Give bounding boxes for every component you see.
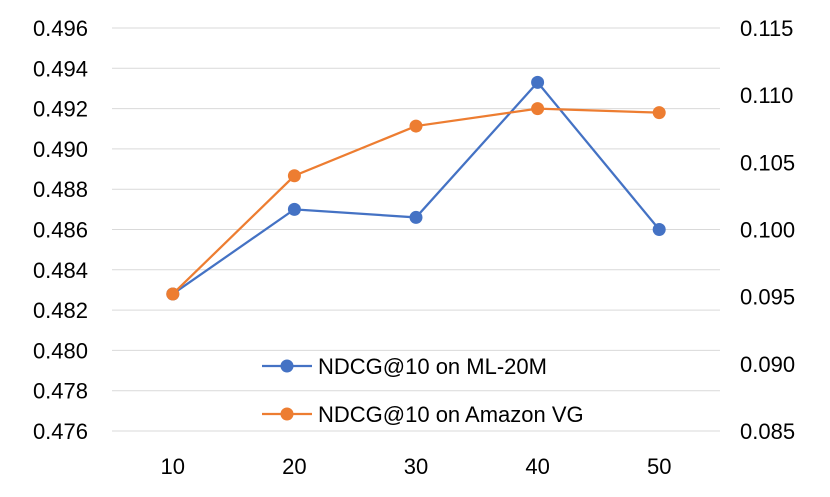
y-right-tick-label: 0.090 <box>740 352 795 377</box>
legend-label: NDCG@10 on ML-20M <box>318 354 547 379</box>
x-tick-label: 40 <box>525 454 549 479</box>
y-axis-left: 0.476 0.478 0.480 0.482 0.484 0.486 0.488 0.490… <box>33 16 88 444</box>
legend: NDCG@10 on ML-20M NDCG@10 on Amazon VG <box>262 354 584 427</box>
x-tick-label: 50 <box>647 454 671 479</box>
y-axis-right: 0.085 0.090 0.095 0.100 0.105 0.110 0.115 <box>740 16 795 444</box>
y-left-tick-label: 0.488 <box>33 177 88 202</box>
legend-entry-2: NDCG@10 on Amazon VG <box>262 402 584 427</box>
x-tick-label: 20 <box>282 454 306 479</box>
data-point <box>531 102 545 116</box>
data-point <box>166 287 180 301</box>
y-left-tick-label: 0.480 <box>33 338 88 363</box>
y-left-tick-label: 0.494 <box>33 56 88 81</box>
x-axis: 10 20 30 40 50 <box>161 454 672 479</box>
legend-marker <box>280 359 294 373</box>
legend-marker <box>280 407 294 421</box>
y-left-tick-label: 0.492 <box>33 97 88 122</box>
series-line-1 <box>172 80 661 295</box>
data-point <box>652 223 666 236</box>
series-line-2 <box>172 107 660 295</box>
legend-label: NDCG@10 on Amazon VG <box>318 402 584 427</box>
y-left-tick-label: 0.478 <box>33 379 88 404</box>
y-right-tick-label: 0.110 <box>740 83 793 108</box>
y-left-tick-label: 0.476 <box>33 419 88 444</box>
y-right-tick-label: 0.100 <box>740 218 795 243</box>
y-right-tick-label: 0.105 <box>740 150 795 175</box>
gridlines <box>112 27 720 432</box>
data-point <box>531 75 545 89</box>
y-left-tick-label: 0.490 <box>33 137 88 162</box>
y-left-tick-label: 0.496 <box>33 16 88 41</box>
legend-entry-1: NDCG@10 on ML-20M <box>262 354 547 379</box>
data-point <box>409 210 423 224</box>
y-left-tick-label: 0.484 <box>33 258 88 283</box>
data-point <box>652 106 666 120</box>
y-left-tick-label: 0.486 <box>33 218 88 243</box>
data-point <box>287 169 301 183</box>
x-tick-label: 30 <box>404 454 428 479</box>
y-right-tick-label: 0.085 <box>740 419 795 444</box>
y-right-tick-label: 0.095 <box>740 285 795 310</box>
series-group <box>166 75 666 301</box>
data-point <box>409 119 423 133</box>
y-left-tick-label: 0.482 <box>33 298 88 323</box>
x-tick-label: 10 <box>161 454 185 479</box>
data-point <box>287 202 301 216</box>
y-right-tick-label: 0.115 <box>740 16 793 41</box>
